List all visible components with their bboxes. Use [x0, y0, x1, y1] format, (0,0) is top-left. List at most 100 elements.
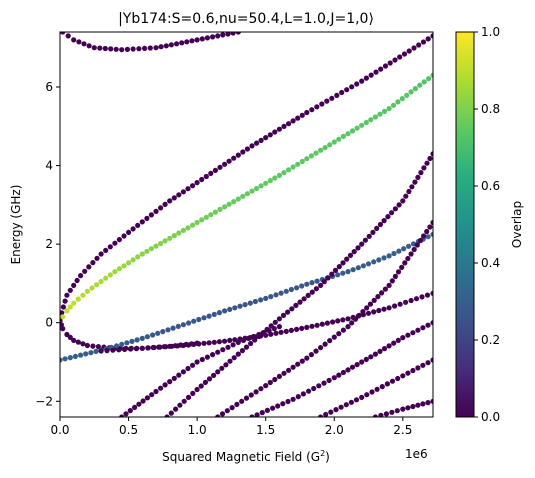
data-point-series-5: [351, 249, 357, 255]
data-point-series-3: [425, 234, 431, 240]
data-point-series-5: [276, 316, 282, 322]
data-point-series-0: [103, 247, 109, 253]
colorbar-label: Overlap: [510, 201, 524, 248]
data-point-series-1: [226, 201, 232, 207]
data-point-series-5: [305, 292, 311, 298]
data-point-series-7: [230, 342, 236, 348]
data-point-series-3: [180, 322, 186, 328]
data-point-series-11: [415, 402, 421, 408]
data-point-series-10: [415, 365, 421, 371]
data-point-series-3: [268, 294, 274, 300]
x-axis-label: Squared Magnetic Field (G2): [162, 449, 330, 464]
data-point-series-4: [330, 319, 336, 325]
data-point-series-5: [381, 218, 387, 224]
data-point-series-1: [176, 230, 182, 236]
data-point-series-1: [75, 296, 81, 302]
data-point-series-4: [314, 322, 320, 328]
data-point-series-7: [162, 382, 168, 388]
data-point-series-6: [194, 37, 200, 43]
data-point-series-3: [222, 308, 228, 314]
x-tick-label: 0.5: [119, 423, 138, 437]
data-point-series-1: [126, 260, 132, 266]
data-point-series-10: [333, 407, 339, 413]
data-point-series-8: [379, 290, 385, 296]
data-point-series-1: [71, 300, 77, 306]
data-point-series-4: [430, 290, 433, 296]
data-point-series-10: [395, 375, 401, 382]
data-point-series-3: [288, 286, 294, 293]
data-point-series-4: [206, 340, 212, 346]
data-point-series-9: [425, 322, 431, 328]
data-point-series-10: [348, 399, 354, 405]
plot-frame: [59, 31, 434, 418]
data-point-series-0: [171, 195, 177, 201]
data-point-series-11: [383, 411, 389, 417]
data-point-series-5: [427, 155, 433, 162]
data-point-series-1: [299, 158, 305, 165]
data-point-series-3: [216, 310, 222, 316]
data-point-series-5: [215, 369, 221, 375]
data-point-series-5: [332, 267, 339, 273]
data-point-series-8: [408, 251, 414, 257]
data-point-series-3: [124, 340, 130, 346]
data-point-series-0: [244, 146, 250, 152]
y-tick-label: 0: [45, 316, 53, 330]
data-point-series-1: [199, 217, 205, 223]
data-point-series-8: [411, 246, 417, 253]
data-point-series-4: [191, 341, 197, 347]
data-point-series-0: [64, 292, 70, 298]
data-point-series-9: [336, 372, 342, 378]
data-point-series-7: [167, 379, 173, 385]
data-point-series-6: [204, 35, 210, 41]
data-point-series-5: [248, 340, 254, 347]
data-point-series-4: [163, 344, 169, 350]
data-point-series-1: [349, 128, 356, 134]
data-point-series-1: [249, 188, 255, 194]
data-point-series-1: [139, 251, 145, 257]
data-point-series-7: [127, 408, 133, 414]
data-point-series-1: [263, 180, 269, 186]
data-point-series-8: [427, 224, 433, 230]
data-point-series-1: [322, 145, 328, 151]
data-point-series-1: [153, 243, 159, 249]
data-point-series-0: [254, 140, 260, 146]
data-point-series-3: [335, 272, 341, 278]
data-point-series-5: [355, 245, 361, 251]
data-point-series-8: [382, 286, 388, 292]
data-point-series-0: [406, 48, 412, 54]
data-point-series-8: [258, 386, 264, 392]
data-point-series-0: [416, 42, 422, 48]
data-point-series-1: [203, 214, 209, 220]
data-point-series-0: [112, 240, 118, 246]
data-point-series-5: [389, 210, 395, 216]
data-point-series-3: [340, 270, 346, 276]
y-tick-label: −2: [35, 394, 53, 408]
data-point-series-0: [373, 69, 379, 75]
data-point-series-6: [60, 32, 66, 35]
data-point-series-1: [190, 222, 196, 228]
data-point-series-5: [359, 241, 365, 247]
data-point-series-0: [382, 63, 389, 69]
data-point-series-6: [179, 40, 185, 46]
x-tick-label: 0.0: [50, 423, 69, 437]
data-point-series-3: [258, 297, 264, 303]
data-point-series-0: [392, 57, 398, 63]
data-point-series-6: [199, 36, 205, 42]
data-point-series-9: [285, 398, 291, 405]
data-point-series-7: [271, 326, 277, 332]
data-point-series-8: [243, 395, 250, 401]
data-point-series-6: [147, 45, 153, 51]
data-point-series-1: [313, 150, 319, 156]
data-point-series-0: [378, 66, 384, 72]
data-point-series-5: [325, 275, 331, 281]
data-point-series-1: [121, 263, 127, 269]
data-point-series-2: [67, 334, 73, 340]
data-point-series-5: [223, 362, 229, 368]
data-point-series-4: [174, 343, 181, 349]
data-point-series-6: [124, 46, 130, 53]
data-point-series-5: [313, 286, 319, 292]
data-point-series-0: [162, 201, 168, 207]
data-point-series-3: [72, 353, 78, 359]
data-point-series-7: [132, 404, 138, 410]
data-point-series-8: [430, 219, 433, 226]
